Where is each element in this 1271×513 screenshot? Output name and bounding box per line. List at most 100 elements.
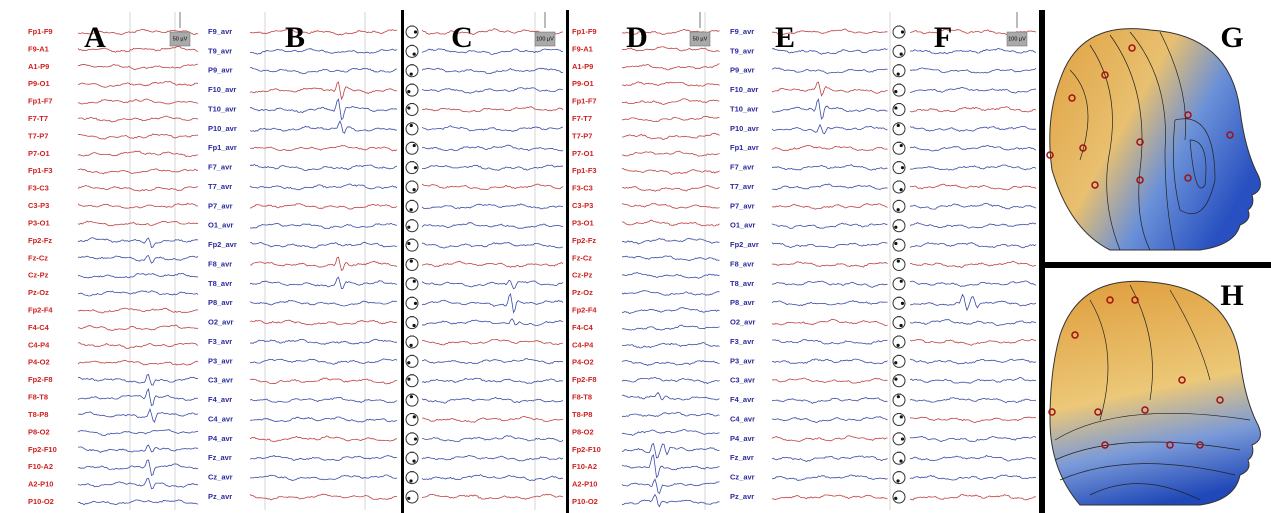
- eeg-trace: [249, 120, 398, 134]
- channel-label: P3_avr: [208, 356, 233, 365]
- head-marker: [412, 323, 416, 328]
- channel-label: Pz_avr: [208, 492, 232, 501]
- head-marker: [896, 343, 900, 347]
- head-marker: [413, 166, 418, 170]
- electrode: [1106, 296, 1114, 304]
- channel-label: F10-A2: [28, 462, 53, 471]
- channel-label: C3-P3: [28, 201, 49, 210]
- eeg-trace: [771, 280, 888, 288]
- eeg-trace: [621, 255, 720, 262]
- electrode: [1166, 441, 1174, 449]
- eeg-trace: [249, 144, 398, 152]
- channel-label: Fp1_avr: [730, 143, 759, 152]
- eeg-trace: [909, 202, 1037, 210]
- head-marker: [899, 323, 903, 328]
- channel-label: P10-O2: [572, 497, 598, 506]
- eeg-trace: [621, 391, 720, 401]
- channel-label: Fp1_avr: [208, 143, 237, 152]
- eeg-trace: [771, 123, 888, 135]
- eeg-trace: [77, 98, 199, 105]
- eeg-trace: [421, 493, 564, 500]
- scale-label: 50 µV: [173, 36, 188, 42]
- head-marker: [409, 123, 413, 128]
- eeg-trace: [422, 242, 564, 249]
- eeg-trace: [77, 168, 199, 175]
- channel-label: P9-O1: [28, 79, 50, 88]
- eeg-trace: [249, 222, 398, 229]
- head-icon: [405, 296, 419, 310]
- head-marker: [407, 361, 411, 365]
- electrode: [1128, 44, 1136, 52]
- electrode: [1136, 138, 1144, 146]
- head-icon: [892, 180, 906, 194]
- head-map-h: [1049, 280, 1261, 506]
- head-marker: [896, 259, 900, 263]
- eeg-trace: [621, 219, 720, 227]
- eeg-trace: [622, 307, 720, 315]
- head-icon: [892, 44, 906, 58]
- scale-box: [534, 31, 556, 47]
- head-icon: [892, 141, 906, 155]
- channel-label: T8_avr: [730, 279, 754, 288]
- channel-label: F9-A1: [28, 44, 49, 53]
- head-marker: [407, 106, 411, 110]
- electrode: [1091, 181, 1099, 189]
- head-marker: [899, 143, 903, 148]
- eeg-trace: [771, 203, 888, 210]
- head-marker: [900, 437, 905, 441]
- eeg-trace: [621, 411, 720, 418]
- channel-label: Fp2-F4: [572, 306, 597, 315]
- eeg-trace: [621, 359, 720, 366]
- head-icon: [405, 354, 419, 368]
- eeg-trace: [77, 45, 199, 53]
- head-icon: [892, 103, 906, 116]
- eeg-trace: [621, 478, 720, 495]
- head-icon: [405, 393, 419, 407]
- eeg-trace: [421, 279, 564, 290]
- eeg-trace: [771, 81, 888, 97]
- channel-label: P8-O2: [28, 427, 50, 436]
- head-icon: [405, 161, 419, 175]
- eeg-trace: [77, 407, 199, 423]
- channel-label: P10-O2: [28, 497, 54, 506]
- channel-label: P7-O1: [572, 149, 594, 158]
- channel-label: O2_avr: [208, 318, 234, 327]
- eeg-trace: [621, 150, 720, 157]
- electrode: [1071, 331, 1079, 339]
- head-icon: [892, 122, 906, 136]
- eeg-trace: [249, 397, 398, 404]
- head-icon: [405, 471, 419, 485]
- eeg-trace: [249, 338, 398, 345]
- channel-label: P9_avr: [208, 66, 233, 75]
- channel-label: Fp2_avr: [208, 240, 237, 249]
- channel-label: F4_avr: [208, 395, 232, 404]
- channel-label: F4-C4: [28, 323, 50, 332]
- eeg-trace: [621, 132, 720, 140]
- channel-label: F7-T7: [28, 114, 48, 123]
- channel-label: T10_avr: [208, 104, 236, 113]
- eeg-trace: [77, 429, 199, 437]
- eeg-trace: [77, 359, 199, 366]
- channel-label: F3-C3: [572, 184, 593, 193]
- eeg-trace: [77, 499, 199, 506]
- head-marker: [409, 343, 413, 347]
- channel-label: P7_avr: [208, 201, 233, 210]
- electrode: [1226, 131, 1234, 139]
- channel-label: P10_avr: [208, 124, 237, 133]
- eeg-trace: [250, 241, 398, 249]
- head-marker: [407, 377, 411, 381]
- head-icon: [405, 64, 419, 78]
- channel-label: F4-C4: [572, 323, 594, 332]
- channel-label: P4_avr: [208, 434, 233, 443]
- channel-label: F8-T8: [28, 393, 48, 402]
- head-icon: [892, 83, 906, 97]
- eeg-trace: [909, 435, 1037, 443]
- channel-label: C4-P4: [572, 340, 594, 349]
- head-icon: [892, 374, 906, 388]
- head-marker: [899, 279, 903, 283]
- head-marker: [412, 52, 416, 56]
- electrode: [1101, 441, 1109, 449]
- channel-label: Fp2-F4: [28, 306, 53, 315]
- channel-label: P9-O1: [572, 79, 594, 88]
- scale-box: [689, 31, 711, 47]
